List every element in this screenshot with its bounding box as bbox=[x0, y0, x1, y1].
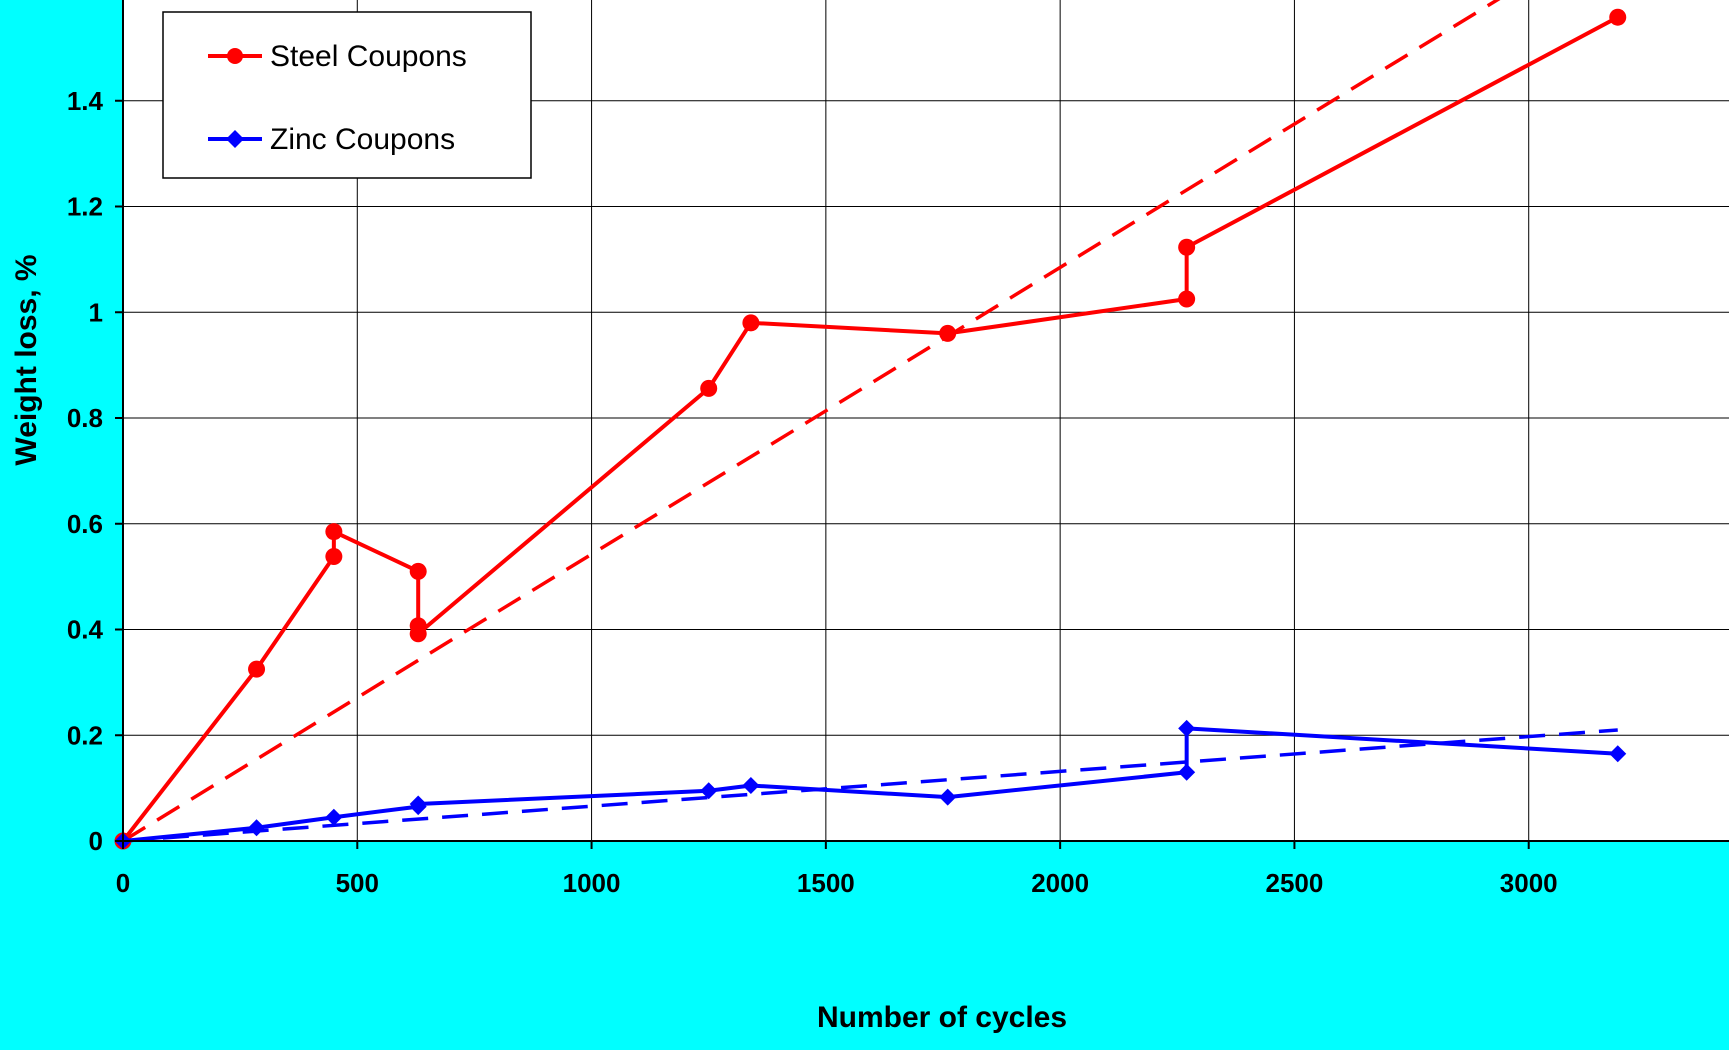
data-point-steel bbox=[1609, 8, 1627, 26]
data-point-zinc bbox=[248, 819, 266, 837]
trendlines bbox=[122, 0, 1618, 843]
data-point-zinc bbox=[325, 808, 343, 826]
x-tick-label: 1500 bbox=[797, 868, 855, 898]
data-point-steel bbox=[325, 548, 343, 566]
data-point-zinc bbox=[939, 788, 957, 806]
x-tick-label: 1000 bbox=[563, 868, 621, 898]
legend: Steel Coupons Zinc Coupons bbox=[162, 11, 532, 179]
legend-steel-marker bbox=[227, 48, 243, 64]
data-point-zinc bbox=[409, 795, 427, 813]
grid bbox=[123, 0, 1729, 841]
data-point-steel bbox=[1178, 290, 1196, 308]
data-point-steel bbox=[409, 625, 427, 643]
data-point-steel bbox=[325, 523, 343, 541]
data-point-steel bbox=[939, 324, 957, 342]
series bbox=[114, 8, 1627, 850]
legend-steel-label: Steel Coupons bbox=[270, 40, 467, 73]
data-point-steel bbox=[409, 562, 427, 580]
legend-box bbox=[162, 11, 532, 179]
x-tick-label: 500 bbox=[336, 868, 379, 898]
y-tick-label: 0.6 bbox=[67, 509, 103, 539]
x-tick-labels: 0500100015002000250030003500 bbox=[116, 841, 1558, 898]
x-tick-label: 3000 bbox=[1500, 868, 1558, 898]
data-point-steel bbox=[700, 379, 718, 397]
y-tick-label: 1.2 bbox=[67, 192, 103, 222]
legend-zinc-label: Zinc Coupons bbox=[270, 123, 455, 156]
y-axis-title: Weight loss, % bbox=[10, 254, 43, 465]
y-tick-label: 0.2 bbox=[67, 720, 103, 750]
trendline-zinc bbox=[122, 728, 1618, 843]
data-point-steel bbox=[1178, 238, 1196, 256]
data-point-steel bbox=[248, 660, 266, 678]
y-tick-label: 1 bbox=[89, 297, 103, 327]
data-point-zinc bbox=[1609, 745, 1627, 763]
trendline-steel bbox=[122, 0, 1501, 843]
x-tick-label: 0 bbox=[116, 868, 130, 898]
data-point-zinc bbox=[1178, 763, 1196, 781]
data-point-zinc bbox=[1178, 719, 1196, 737]
y-tick-label: 0 bbox=[89, 826, 103, 856]
y-tick-labels: 0 0.2 0.4 0.6 0.8 1 1.2 1.4 bbox=[67, 86, 123, 856]
data-point-steel bbox=[742, 314, 760, 332]
x-axis-title: Number of cycles bbox=[817, 1001, 1067, 1034]
x-tick-label: 2500 bbox=[1266, 868, 1324, 898]
data-point-zinc bbox=[742, 776, 760, 794]
data-point-zinc bbox=[700, 782, 718, 800]
y-tick-label: 0.8 bbox=[67, 403, 103, 433]
x-tick-label: 2000 bbox=[1031, 868, 1089, 898]
y-tick-label: 0.4 bbox=[67, 615, 104, 645]
y-tick-label: 1.4 bbox=[67, 86, 104, 116]
legend-zinc-marker bbox=[226, 130, 244, 148]
